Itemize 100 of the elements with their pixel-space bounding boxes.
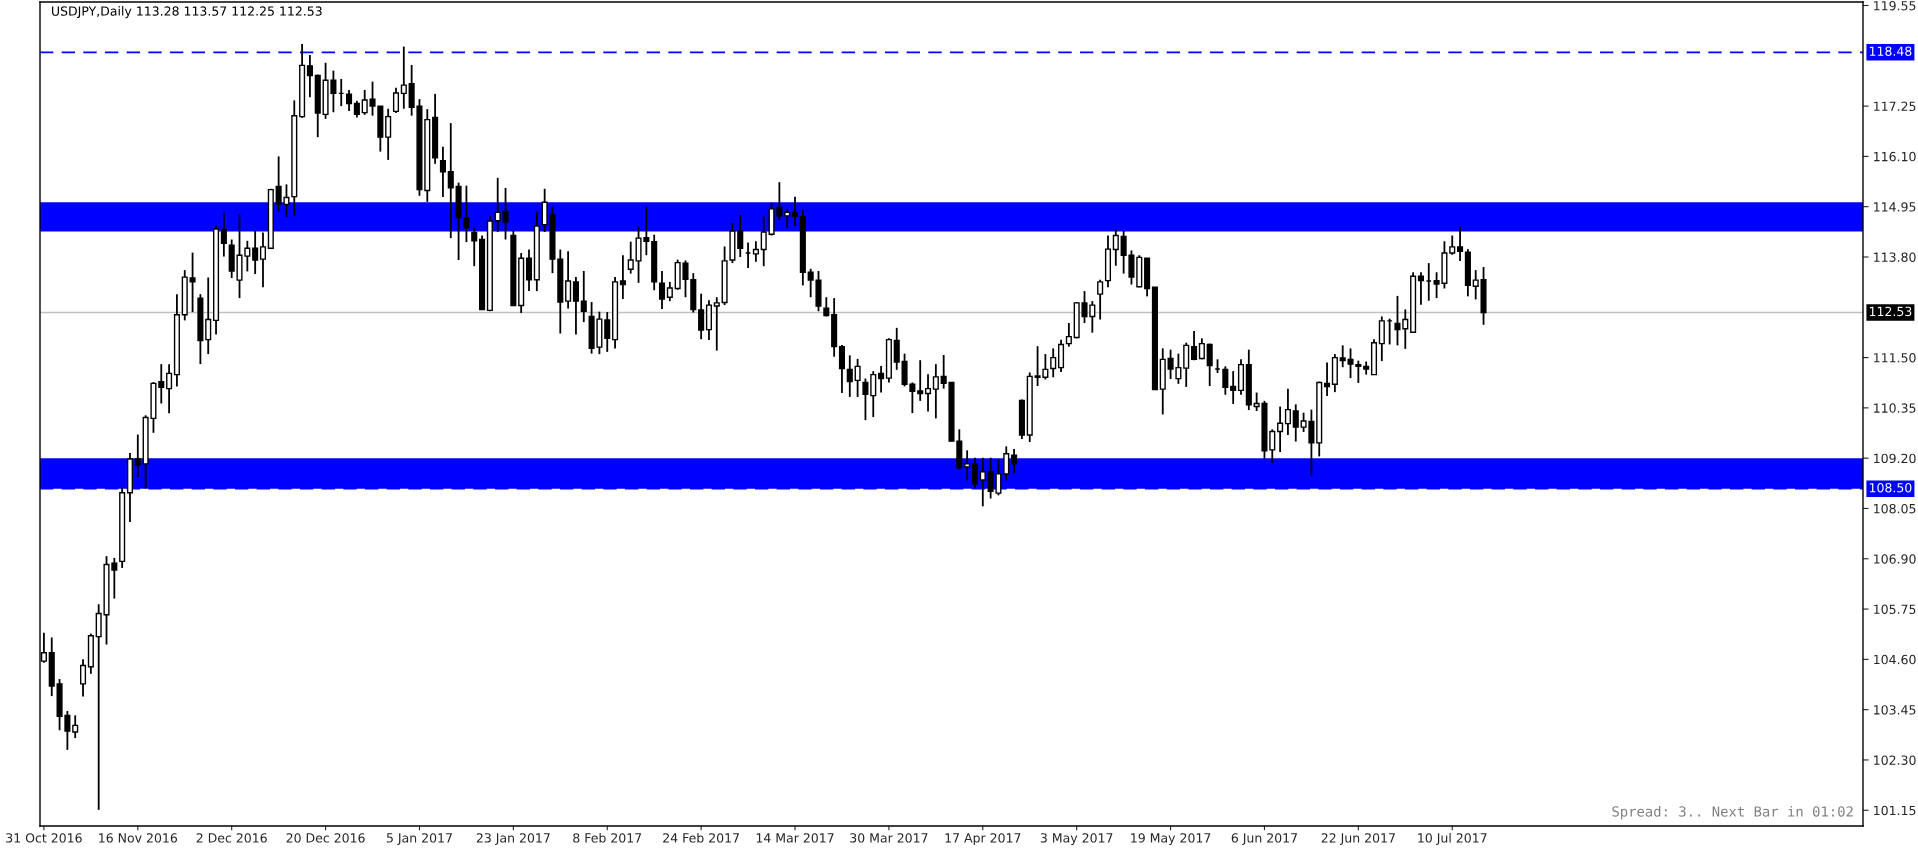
candlestick [1277,405,1284,453]
x-tick-label: 19 May 2017 [1131,833,1211,846]
candlestick [854,357,861,398]
x-tick-label: 17 Apr 2017 [945,833,1021,846]
y-tick-label: 108.05 [1874,503,1916,514]
x-tick-label: 2 Dec 2016 [196,833,267,843]
candlestick [752,240,759,263]
candlestick [1112,228,1119,267]
candlestick [924,373,932,413]
candlestick [572,276,579,336]
candlestick [1378,315,1385,362]
x-tick-label: 16 Nov 2016 [99,833,178,843]
annotation: Spread: 3.. Next Bar in 01:02 [1612,805,1853,820]
candlestick [525,248,533,293]
x-tick-label: 31 Oct 2016 [6,833,82,843]
x-tick-label: 24 Feb 2017 [663,832,739,843]
x-tick-label: 3 May 2017 [1040,833,1113,846]
x-tick-label: 8 Feb 2017 [573,832,642,843]
candlestick [1191,329,1198,362]
candlestick [1222,365,1229,396]
candlestick [1206,342,1213,387]
y-tick-label: 119.55 [1874,0,1916,11]
candlestick [666,281,673,303]
candlestick [838,343,846,394]
y-tick-label: 102.30 [1874,755,1916,765]
candlestick [1065,322,1072,348]
candlestick [392,86,400,114]
ref-line-label: 118.48 [1869,46,1912,56]
candlestick [565,250,572,310]
candlestick [72,714,79,739]
candlestick [1097,278,1104,321]
candlestick [791,195,799,227]
x-tick-label: 6 Jun 2017 [1231,833,1298,845]
y-tick-label: 103.45 [1874,705,1916,715]
candlestick [784,207,791,230]
candlestick [870,370,877,418]
y-tick-label: 104.60 [1874,654,1916,665]
candlestick [979,456,986,508]
x-tick-label: 23 Jan 2017 [476,833,550,845]
ref-line-label: 108.50 [1869,482,1912,493]
y-tick-label: 105.75 [1874,604,1916,614]
candlestick [1057,338,1065,373]
candlestick [306,54,313,99]
candlestick [220,211,227,258]
candlestick [79,658,87,698]
candlestick [1230,370,1237,405]
y-tick-label: 117.25 [1874,101,1916,112]
candlestick [1449,234,1456,256]
y-tick-label: 110.35 [1874,403,1916,413]
candlestick [205,276,212,355]
y-tick-label: 101.15 [1874,805,1916,816]
candlestick [259,231,267,289]
candlestick [1003,445,1010,482]
candlestick [878,364,885,394]
candlestick [1050,347,1057,379]
candlestick [400,45,407,110]
candlestick [1417,271,1424,306]
candlestick [1284,387,1291,436]
candlestick [346,89,353,112]
candlestick [252,229,259,275]
chart-title: USDJPY,Daily 113.28 113.57 112.25 112.53 [52,6,322,19]
candlestick [1292,403,1299,443]
candlestick [471,227,478,268]
candlestick [737,214,744,258]
y-tick-label: 116.10 [1874,151,1916,162]
candlestick [1011,448,1018,475]
candlestick [760,214,767,268]
candlestick [932,363,939,420]
candlestick [862,377,869,422]
x-tick-label: 14 Mar 2017 [756,833,834,843]
candlestick [893,326,900,371]
candlestick [658,270,666,310]
candlestick [158,363,165,405]
y-tick-label: 113.80 [1874,252,1916,262]
candlestick [604,311,611,353]
candlestick [619,254,626,300]
candlestick [447,122,454,240]
candlestick [580,270,587,324]
x-tick-label: 20 Dec 2016 [286,833,365,843]
candlestick [846,354,853,398]
x-tick-label: 10 Jul 2017 [1418,832,1487,845]
candlestick [971,456,979,489]
x-tick-label: 22 Jun 2017 [1321,833,1395,845]
candlestick [189,251,196,313]
x-tick-label: 5 Jan 2017 [386,833,452,845]
y-tick-label: 109.20 [1874,453,1916,464]
candlestick [1183,341,1190,388]
candlestick [1457,225,1464,262]
candlestick [385,107,392,161]
candlestick [166,363,173,415]
ref-line-label: 112.53 [1869,306,1912,317]
y-tick-label: 114.95 [1874,202,1916,212]
candlestick [1324,361,1331,397]
y-tick-label: 106.90 [1874,554,1916,564]
y-tick-label: 111.50 [1874,353,1916,363]
candlestick [917,359,924,402]
candlestick [964,449,971,482]
candlestick [439,145,446,198]
candlestick [134,433,141,478]
candlestick [698,292,705,341]
